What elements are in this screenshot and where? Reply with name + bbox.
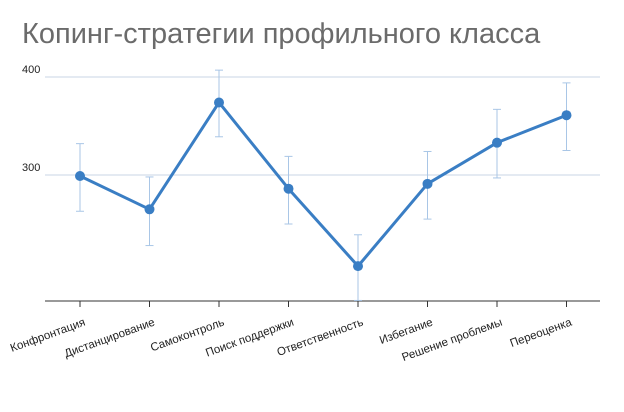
data-point-7	[561, 110, 572, 121]
data-point-6	[492, 137, 502, 148]
series-line	[78, 100, 568, 268]
data-point-0	[75, 170, 85, 181]
data-point-3	[283, 183, 294, 194]
x-tick-label-7: Переоценка	[509, 316, 575, 350]
x-tick-label-5: Избегание	[378, 317, 435, 347]
y-tick-label-400: 400	[22, 64, 40, 76]
data-point-4	[353, 261, 363, 272]
chart-title: Копинг-стратегии профильного класса	[22, 18, 541, 50]
y-tick-label-300: 300	[22, 162, 40, 174]
data-point-5	[422, 178, 433, 189]
data-point-1	[144, 204, 155, 215]
data-point-2	[214, 97, 224, 108]
